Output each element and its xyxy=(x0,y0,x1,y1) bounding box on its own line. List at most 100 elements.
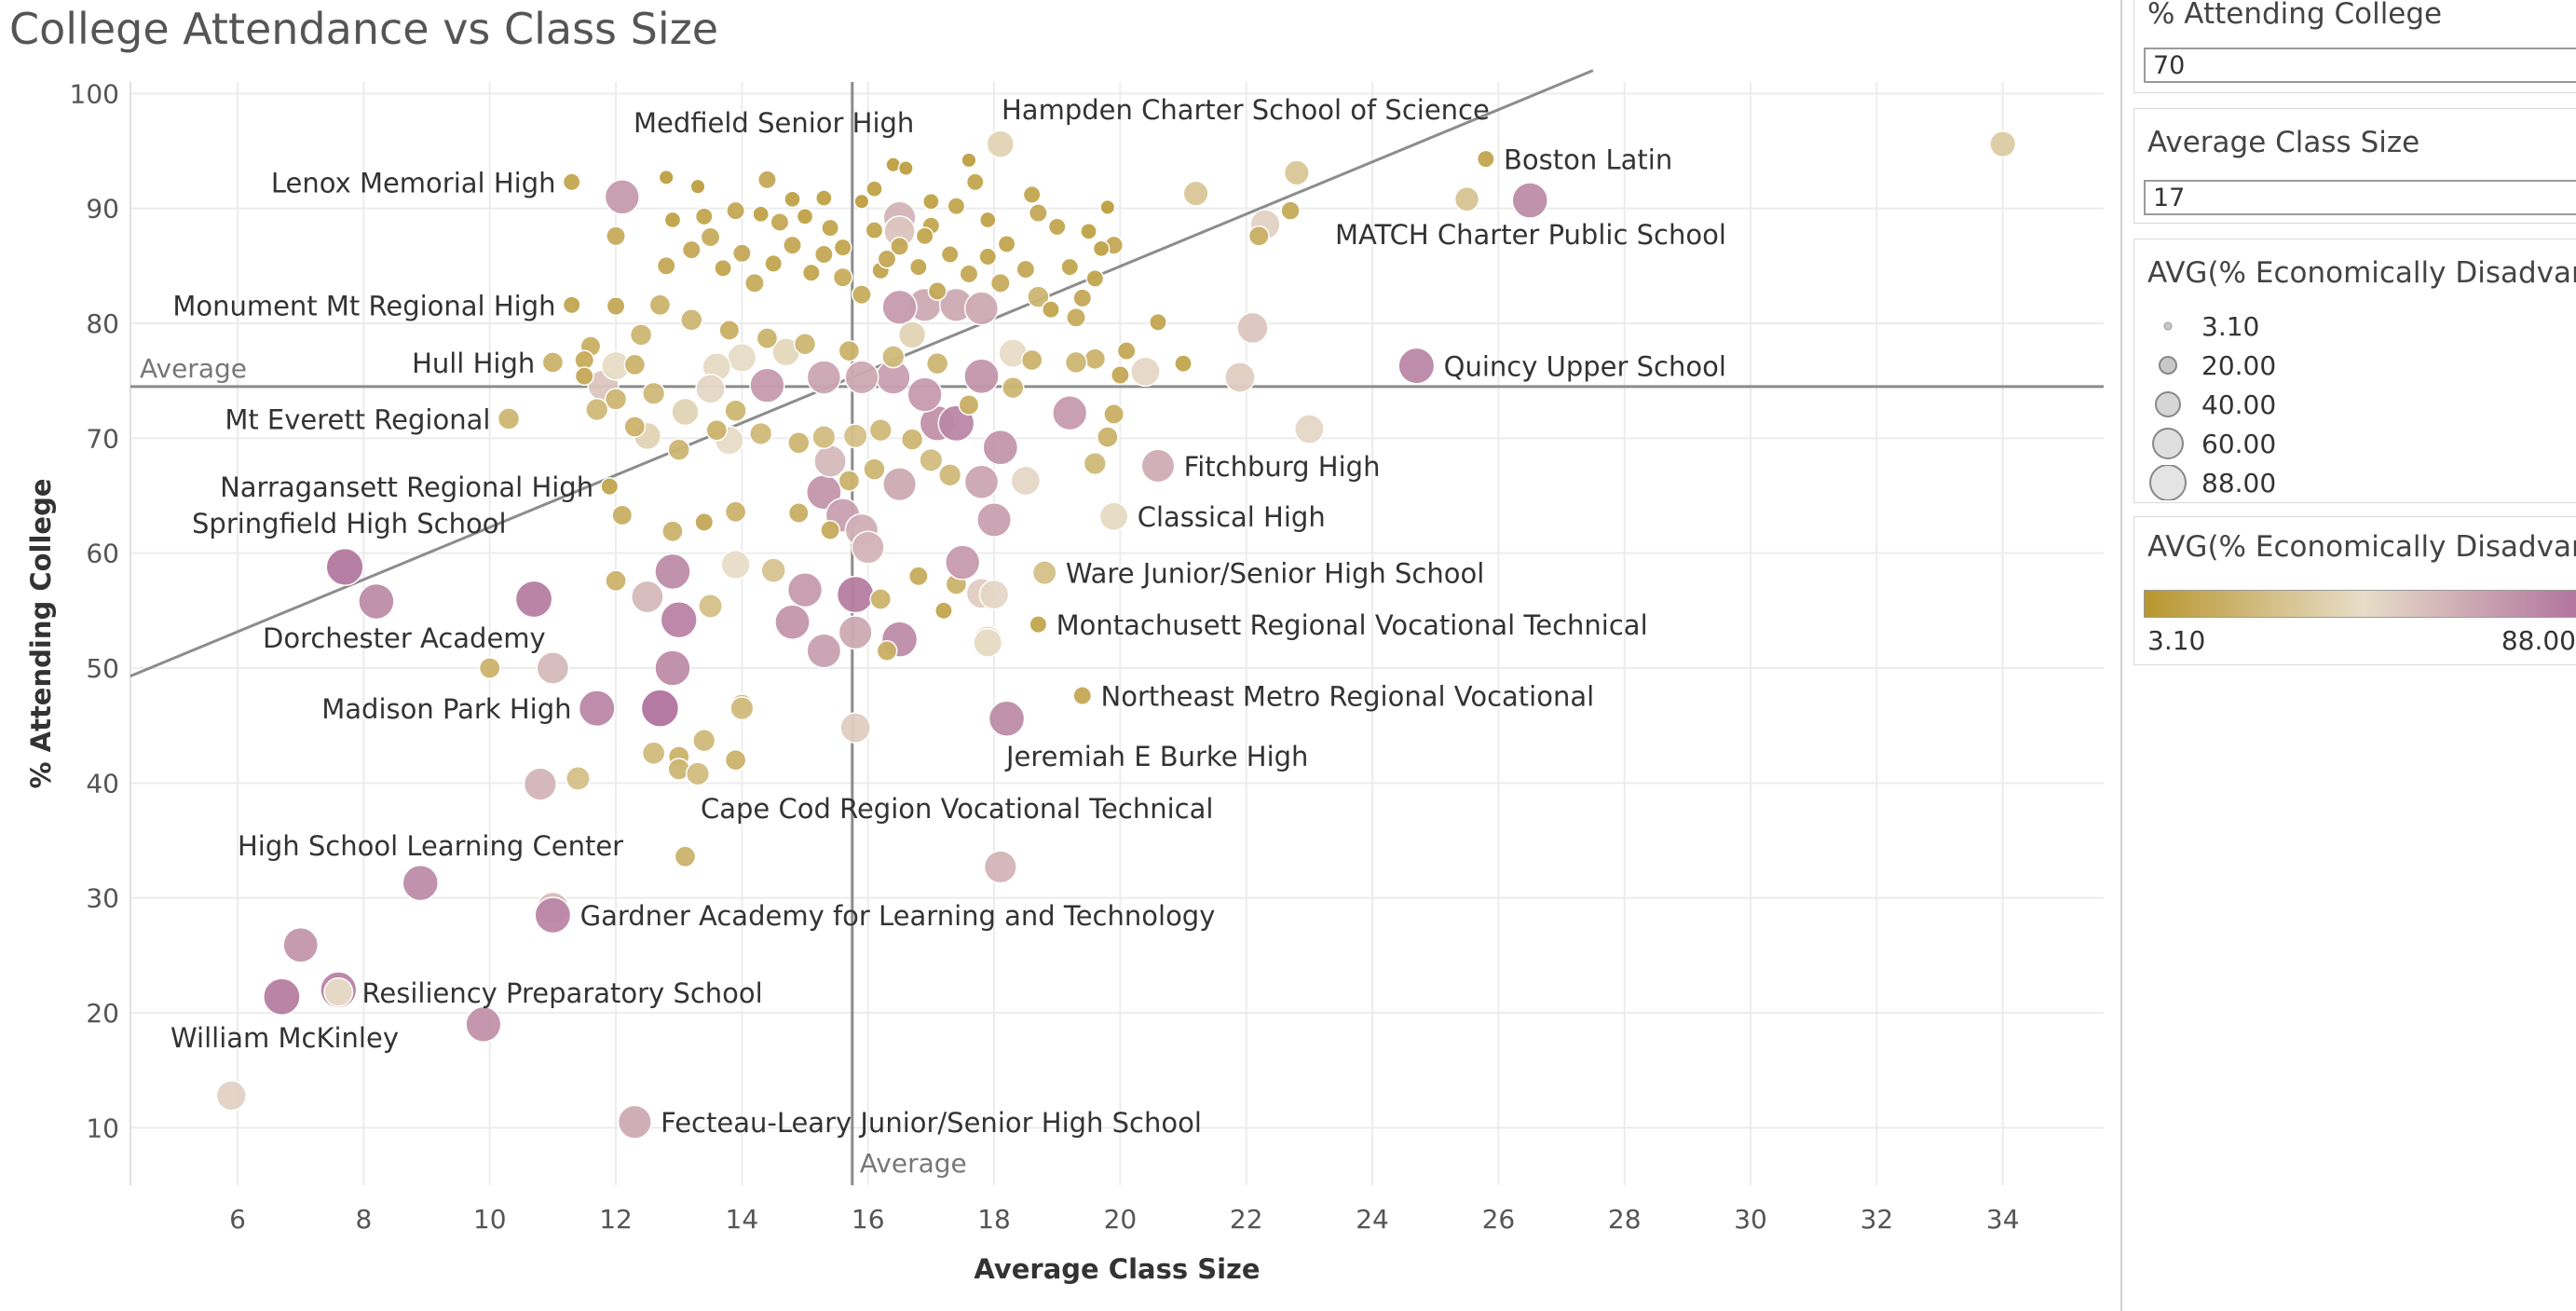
data-point xyxy=(1072,288,1093,308)
data-point xyxy=(689,178,706,195)
data-point xyxy=(605,569,627,593)
data-point xyxy=(1511,182,1548,219)
data-point xyxy=(731,243,752,264)
data-point xyxy=(606,225,626,247)
data-point xyxy=(890,236,909,256)
data-point xyxy=(796,207,814,225)
data-point xyxy=(1064,350,1088,375)
data-point xyxy=(685,761,711,786)
data-point xyxy=(671,397,700,427)
data-point xyxy=(726,200,746,221)
data-point xyxy=(787,502,810,524)
data-point xyxy=(562,172,581,192)
data-point xyxy=(774,604,811,641)
size-legend-item[interactable]: 60.00 xyxy=(2147,426,2276,461)
y-tick-label: 10 xyxy=(86,1113,119,1143)
y-average-label: Average xyxy=(140,353,247,384)
color-gradient-bar[interactable] xyxy=(2144,590,2576,618)
data-point xyxy=(698,593,723,619)
data-point xyxy=(844,360,879,395)
filter-title-class-size: Average Class Size xyxy=(2147,126,2420,159)
y-tick-label: 60 xyxy=(86,539,119,569)
point-label: Boston Latin xyxy=(1504,144,1672,176)
data-point xyxy=(325,547,364,587)
x-tick-label: 34 xyxy=(1986,1204,2020,1235)
x-tick-label: 8 xyxy=(355,1204,372,1235)
y-axis-label: % Attending College xyxy=(25,478,57,788)
x-tick-label: 24 xyxy=(1356,1204,1389,1235)
data-point xyxy=(641,741,666,766)
size-legend-item[interactable]: 3.10 xyxy=(2147,308,2259,344)
data-point xyxy=(1294,414,1325,444)
data-point xyxy=(897,321,927,349)
size-swatch-icon xyxy=(2149,465,2187,500)
y-tick-label: 30 xyxy=(86,883,119,914)
color-legend-max: 88.00 xyxy=(2501,625,2576,656)
data-point xyxy=(958,394,980,417)
data-point xyxy=(965,172,985,192)
data-point xyxy=(919,447,944,472)
x-tick-label: 10 xyxy=(473,1204,507,1235)
data-point xyxy=(1453,186,1480,212)
data-point xyxy=(851,284,872,306)
data-point xyxy=(1031,560,1057,586)
point-label: Quincy Upper School xyxy=(1444,351,1726,383)
data-point xyxy=(749,367,785,403)
data-point xyxy=(700,226,721,248)
data-point xyxy=(663,211,682,229)
data-point xyxy=(656,255,676,276)
data-point xyxy=(641,381,666,405)
data-point xyxy=(705,418,729,442)
data-point xyxy=(358,582,395,621)
data-point xyxy=(787,431,811,455)
data-point xyxy=(679,308,703,332)
data-point xyxy=(838,470,861,492)
data-point xyxy=(215,1080,247,1112)
data-point xyxy=(1140,448,1176,484)
data-point xyxy=(783,235,802,255)
data-point xyxy=(934,601,953,621)
class-size-input[interactable] xyxy=(2144,180,2576,215)
data-point xyxy=(660,601,698,639)
color-legend-title: AVG(% Economically Disadvan... xyxy=(2147,530,2576,564)
data-point xyxy=(694,512,715,532)
y-tick-label: 40 xyxy=(86,768,119,799)
data-point xyxy=(1130,356,1161,388)
data-point xyxy=(629,323,653,347)
data-point xyxy=(868,418,893,443)
data-point xyxy=(814,189,833,207)
data-point xyxy=(729,696,755,721)
y-tick-label: 100 xyxy=(70,78,119,109)
x-tick-label: 16 xyxy=(852,1204,885,1235)
scatter-plot[interactable]: Average Average Boston Latin MATCH Charter… xyxy=(0,0,2115,1311)
data-point xyxy=(1283,159,1310,186)
filter-card-class-size: Average Class Size xyxy=(2133,108,2576,224)
color-legend-card: AVG(% Economically Disadvan... 3.10 88.0… xyxy=(2133,516,2576,665)
data-point xyxy=(988,700,1026,738)
data-point xyxy=(1083,451,1107,476)
size-legend-item[interactable]: 88.00 xyxy=(2147,465,2276,500)
data-point xyxy=(961,152,977,169)
data-point xyxy=(654,553,691,591)
data-point xyxy=(263,977,301,1017)
size-legend-item[interactable]: 40.00 xyxy=(2147,387,2276,422)
data-point xyxy=(1098,501,1129,532)
point-label: Medfield Senior High xyxy=(634,107,914,139)
data-point xyxy=(811,425,837,450)
data-point xyxy=(534,896,572,935)
attending-college-input[interactable] xyxy=(2144,48,2576,83)
x-tick-label: 12 xyxy=(599,1204,633,1235)
data-point xyxy=(976,501,1012,538)
y-tick-label: 70 xyxy=(86,423,119,454)
x-tick-label: 22 xyxy=(1230,1204,1263,1235)
point-label: Classical High xyxy=(1138,501,1326,533)
size-legend-value: 20.00 xyxy=(2201,349,2277,381)
side-panel: % Attending College Average Class Size A… xyxy=(2120,0,2576,1311)
size-legend-item[interactable]: 20.00 xyxy=(2147,348,2276,383)
data-point xyxy=(1224,362,1256,393)
data-point xyxy=(514,580,553,619)
point-label: William McKinley xyxy=(170,1022,399,1054)
data-point xyxy=(1099,198,1116,215)
x-tick-label: 28 xyxy=(1608,1204,1642,1235)
data-point xyxy=(832,266,853,288)
